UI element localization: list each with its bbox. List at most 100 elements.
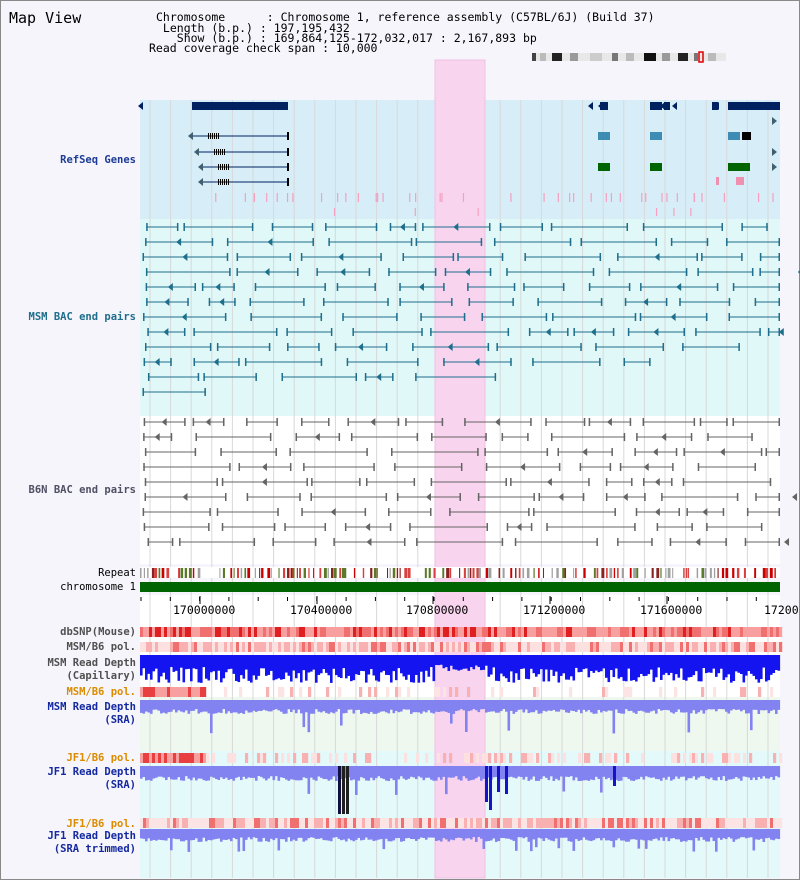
depth-bar [430, 766, 433, 780]
depth-bar [582, 829, 586, 838]
depth-bar [687, 700, 691, 733]
depth-bar [552, 829, 556, 842]
heat-cell [737, 642, 741, 652]
depth-bar [537, 829, 541, 838]
heat-cell [572, 642, 576, 652]
depth-bar [500, 700, 503, 712]
chromosome-ideogram [532, 51, 726, 63]
depth-bar [585, 829, 588, 840]
heat-cell [206, 642, 210, 652]
bac-end [605, 493, 608, 501]
heat-cell [179, 627, 183, 637]
heat-cell [155, 753, 159, 763]
repeat-element [502, 568, 505, 578]
bac-end [506, 268, 508, 276]
depth-spike [505, 766, 508, 794]
bac-end [300, 253, 303, 261]
bac-end [208, 523, 210, 531]
heat-cell [221, 627, 225, 637]
bac-end [669, 538, 672, 546]
depth-bar [365, 655, 368, 683]
heat-cell [551, 627, 555, 637]
heat-cell [263, 627, 267, 637]
heat-cell [140, 642, 144, 652]
heat-cell [584, 627, 588, 637]
ideogram-band [626, 53, 634, 61]
bac-end [399, 283, 401, 291]
repeat-element [478, 568, 481, 578]
depth-bar [240, 655, 243, 676]
heat-cell [563, 753, 567, 763]
heat-cell [218, 818, 222, 828]
depth-bar [225, 700, 228, 714]
depth-bar [555, 766, 558, 779]
depth-bar [767, 766, 771, 779]
heat-cell [689, 627, 693, 637]
depth-bar [415, 700, 418, 713]
depth-bar [680, 829, 683, 842]
feature-mark [439, 193, 441, 202]
depth-bar [297, 700, 301, 710]
heat-cell [191, 753, 195, 763]
bac-end [732, 283, 735, 291]
heat-cell [155, 818, 159, 828]
heat-cell [281, 818, 285, 828]
strand-arrow [205, 418, 211, 426]
depth-bar [572, 766, 576, 781]
repeat-element [244, 568, 247, 578]
heat-cell [395, 818, 399, 828]
depth-bar [422, 766, 426, 781]
depth-bar [262, 829, 266, 838]
heat-cell [191, 642, 195, 652]
depth-bar [720, 700, 723, 710]
heat-cell [641, 627, 645, 637]
bac-end [528, 508, 530, 516]
depth-bar [607, 766, 611, 778]
heat-cell [245, 753, 249, 763]
heat-cell [677, 642, 681, 652]
heat-cell [323, 818, 327, 828]
repeat-element [178, 568, 180, 578]
bac-end [631, 478, 633, 486]
depth-bar [237, 829, 241, 852]
depth-bar [715, 655, 718, 677]
heat-cell [686, 627, 690, 637]
depth-bar [762, 700, 766, 711]
heat-cell [539, 627, 543, 637]
heat-cell [521, 627, 525, 637]
depth-bar [772, 700, 776, 710]
heat-cell [719, 642, 723, 652]
repeat-element [442, 568, 445, 578]
depth-bar [675, 829, 678, 840]
heat-cell [161, 818, 165, 828]
depth-bar [777, 766, 781, 778]
heat-cell [581, 642, 585, 652]
bac-end [639, 313, 642, 321]
repeat-element [166, 568, 170, 578]
repeat-element [296, 568, 298, 578]
strand-arrow [138, 102, 143, 110]
heat-cell [476, 818, 480, 828]
depth-bar [265, 766, 268, 781]
depth-bar [762, 655, 766, 668]
depth-bar [455, 829, 458, 839]
depth-bar [387, 700, 391, 714]
repeat-element [386, 568, 389, 578]
bac-end [599, 253, 602, 261]
depth-bar [485, 655, 488, 666]
heat-cell [287, 642, 291, 652]
depth-bar [387, 766, 391, 781]
bac-end [778, 268, 780, 276]
repeat-element [754, 568, 757, 578]
depth-bar [142, 655, 146, 669]
depth-bar [530, 766, 533, 780]
depth-bar [512, 829, 516, 841]
depth-bar [272, 655, 276, 681]
chromosome-bar [140, 582, 780, 592]
depth-bar [167, 655, 171, 683]
strand-arrow [264, 268, 270, 276]
depth-spike [497, 766, 500, 792]
depth-bar [185, 766, 188, 777]
bac-end [403, 538, 406, 546]
